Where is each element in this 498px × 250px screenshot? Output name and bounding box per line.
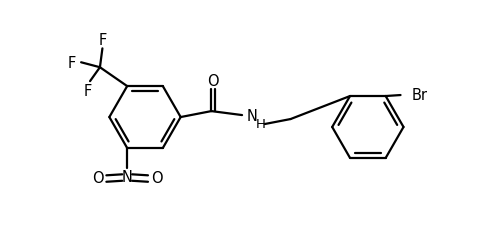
Text: F: F — [98, 33, 107, 48]
Text: Br: Br — [411, 88, 427, 103]
Text: N: N — [122, 170, 132, 184]
Text: O: O — [92, 170, 103, 186]
Text: F: F — [68, 56, 76, 70]
Text: H: H — [256, 117, 266, 130]
Text: N: N — [247, 109, 258, 124]
Text: O: O — [208, 74, 219, 88]
Text: O: O — [151, 170, 163, 186]
Text: F: F — [84, 83, 92, 98]
